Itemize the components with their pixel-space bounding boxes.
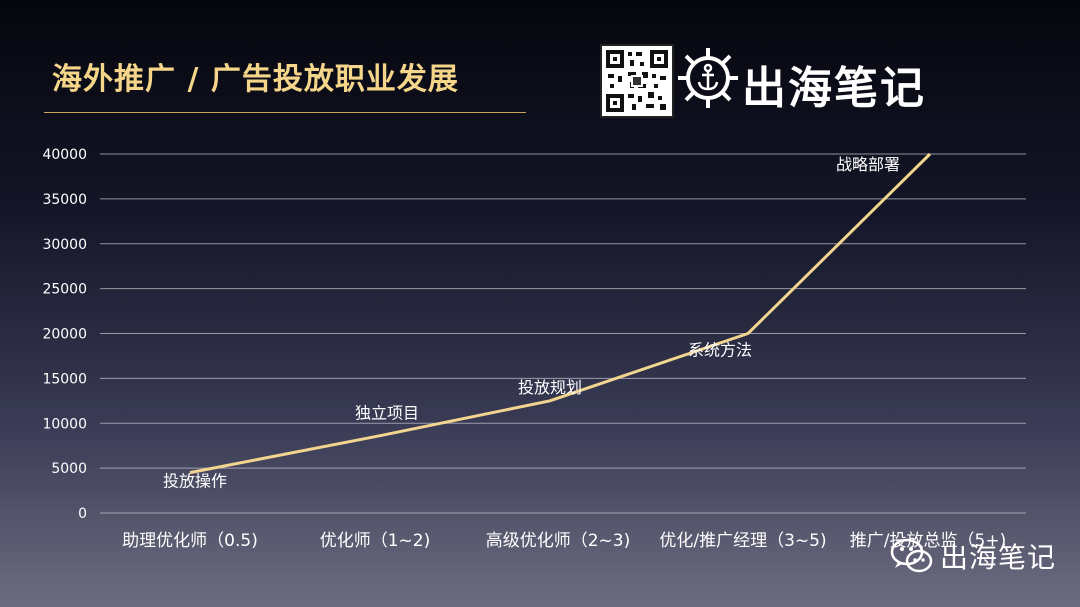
x-tick-label: 高级优化师（2~3) xyxy=(486,531,631,551)
y-tick-label: 25000 xyxy=(42,282,87,298)
point-label: 投放规划 xyxy=(518,378,582,397)
point-label: 投放操作 xyxy=(163,472,227,491)
x-tick-label: 推广/投放总监（5+) xyxy=(850,531,1006,551)
point-label: 独立项目 xyxy=(355,404,419,423)
point-label: 战略部署 xyxy=(836,155,900,174)
watermark: 出海笔记 xyxy=(890,536,1056,576)
y-tick-label: 35000 xyxy=(42,192,87,208)
y-tick-label: 20000 xyxy=(42,327,87,343)
page-title: 海外推广 / 广告投放职业发展 xyxy=(52,62,459,97)
watermark-text: 出海笔记 xyxy=(940,541,1057,574)
grid-lines xyxy=(100,153,1026,514)
title-underline xyxy=(44,112,526,113)
y-tick-label: 15000 xyxy=(42,371,87,387)
y-tick-label: 30000 xyxy=(42,237,87,253)
ship-wheel-anchor-icon xyxy=(676,46,740,110)
point-label: 系统方法 xyxy=(688,341,752,360)
qr-code-icon xyxy=(600,44,674,118)
x-tick-label: 优化师（1~2) xyxy=(320,531,431,551)
y-tick-label: 40000 xyxy=(42,147,87,163)
x-tick-label: 优化/推广经理（3~5) xyxy=(659,531,826,551)
point-labels: 投放操作 独立项目 投放规划 系统方法 战略部署 xyxy=(163,155,900,491)
x-tick-label: 助理优化师（0.5) xyxy=(122,531,258,551)
x-axis-ticks: 助理优化师（0.5) 优化师（1~2) 高级优化师（2~3) 优化/推广经理（3~5)… xyxy=(122,531,1006,551)
y-tick-label: 10000 xyxy=(42,416,87,432)
y-tick-label: 0 xyxy=(78,506,87,522)
wechat-icon xyxy=(890,538,933,573)
brand-name: 出海笔记 xyxy=(742,63,926,114)
y-tick-label: 5000 xyxy=(51,461,87,477)
y-axis-ticks: 0 5000 10000 15000 20000 25000 30000 35000 40000 xyxy=(42,147,87,522)
series-line xyxy=(189,152,932,475)
